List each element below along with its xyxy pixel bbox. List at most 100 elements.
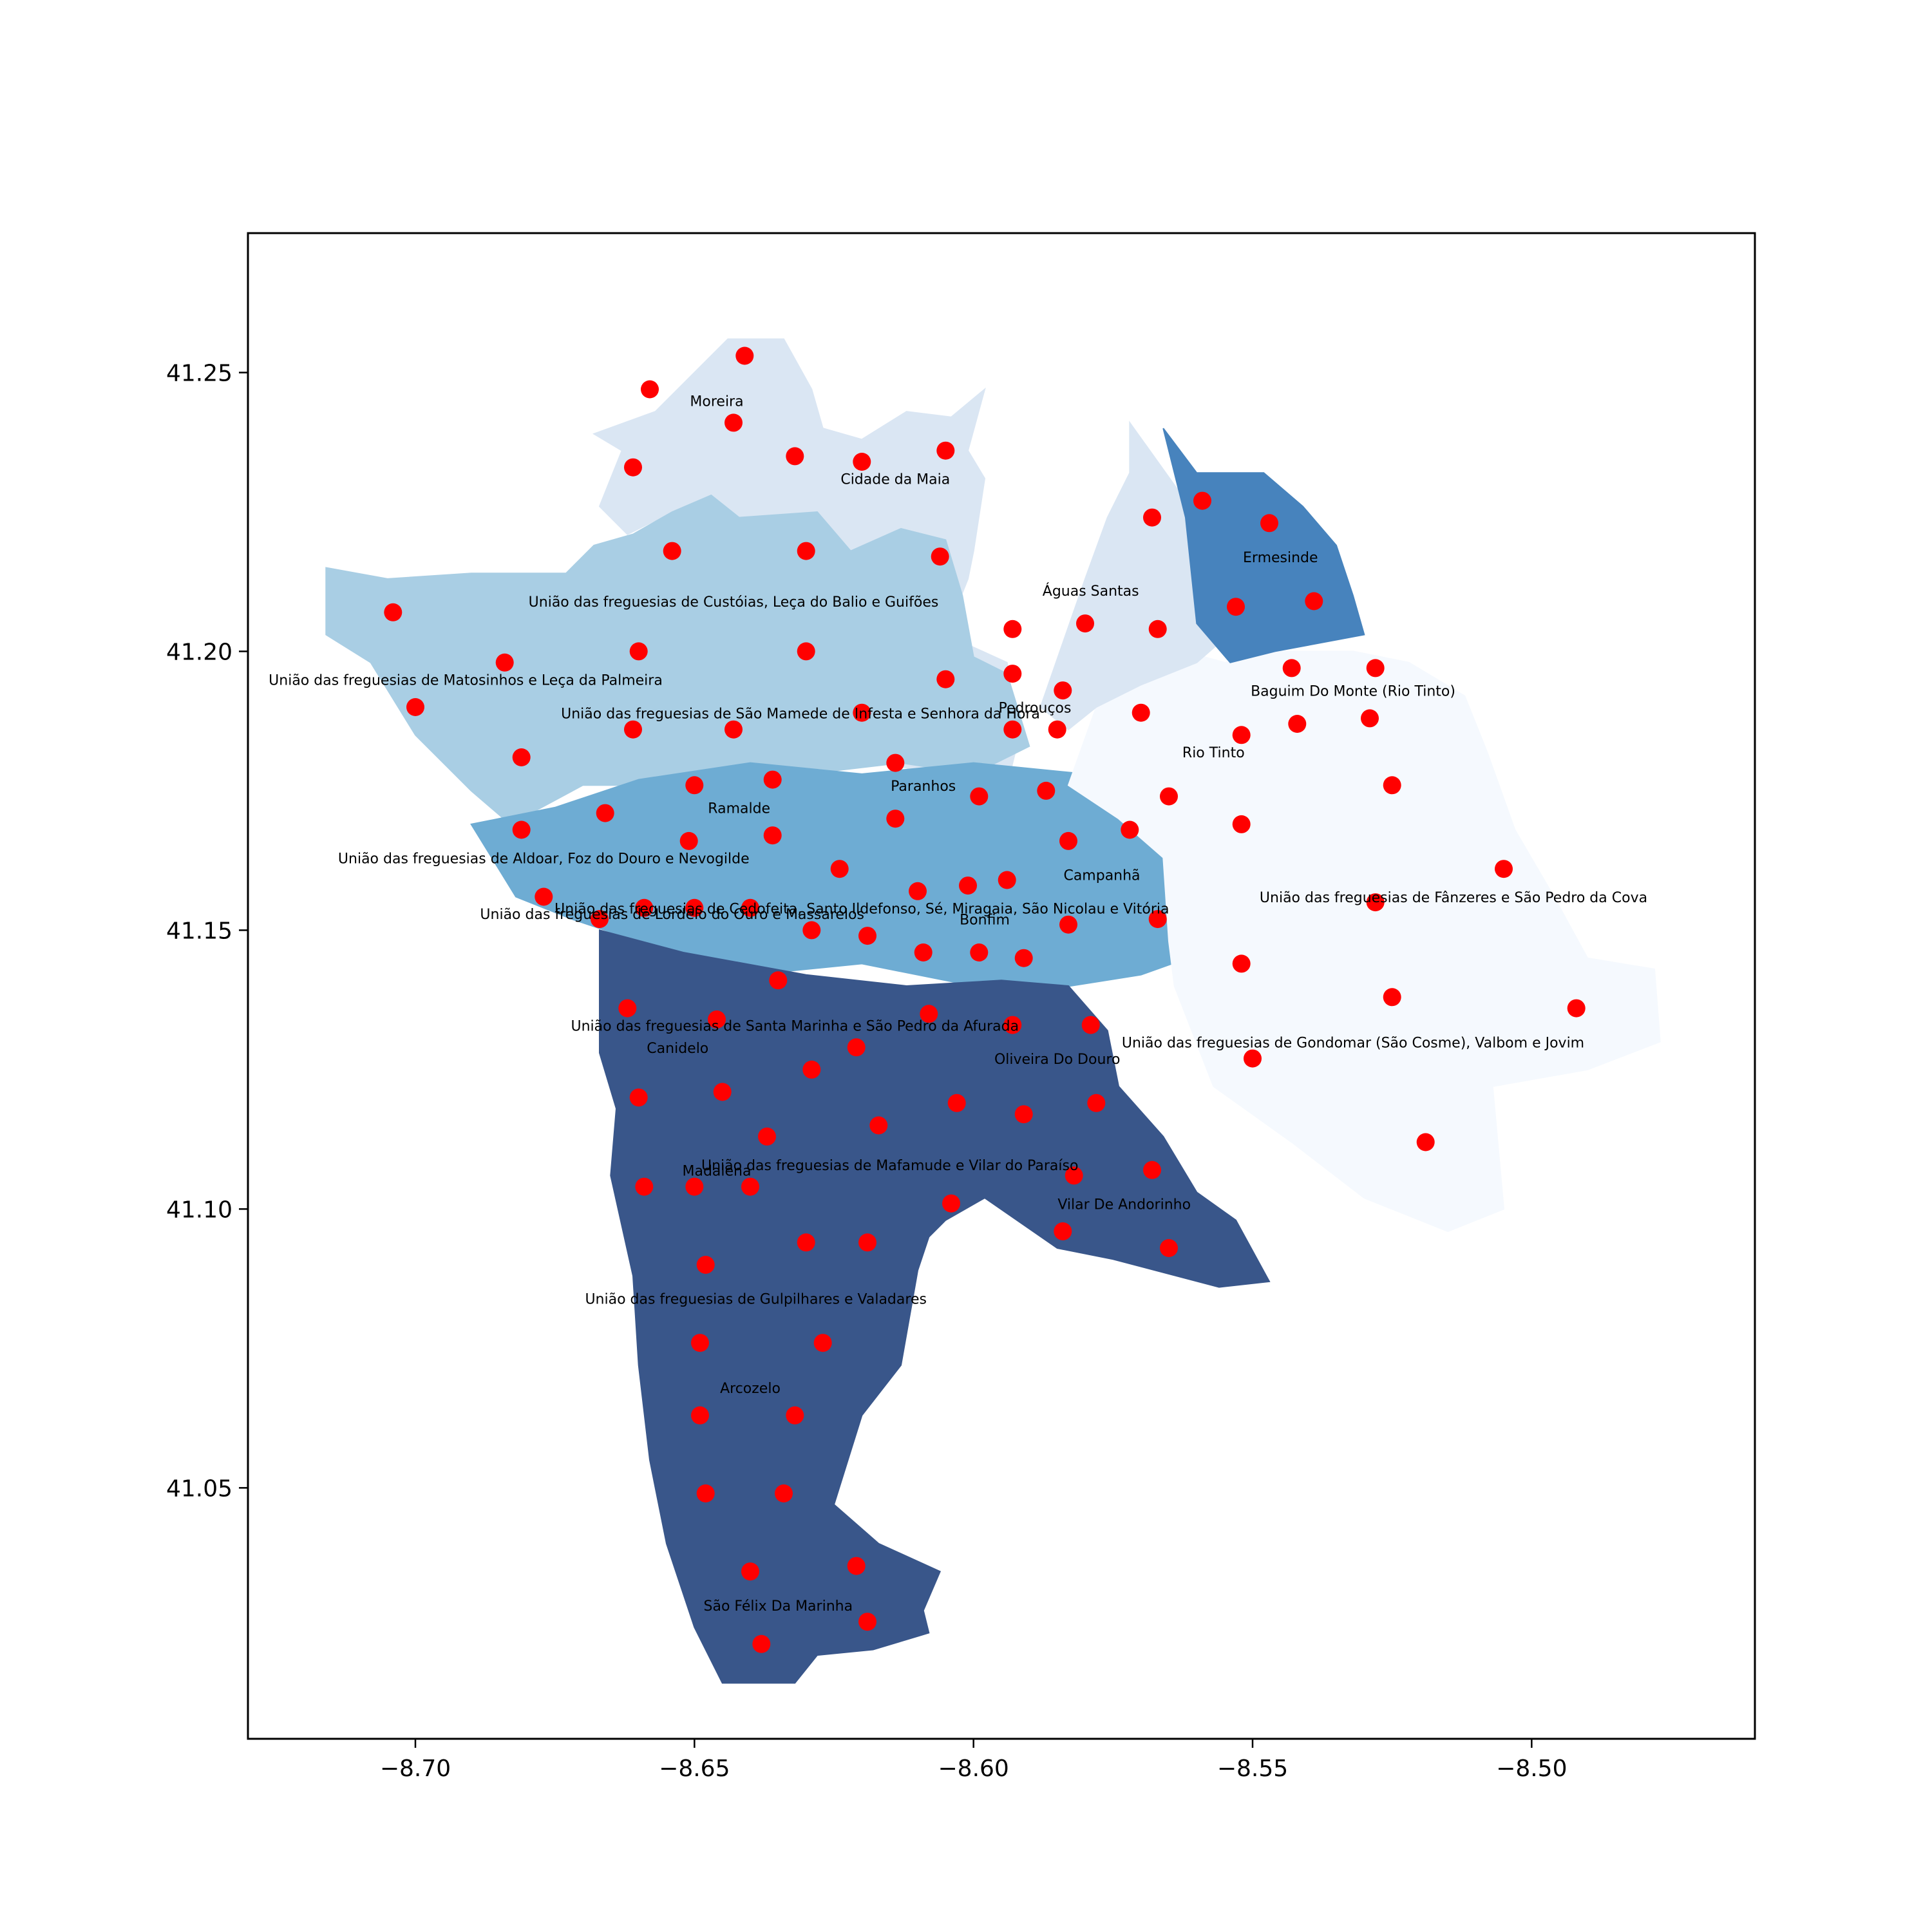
centroid-point	[936, 670, 955, 688]
place-label: União das freguesias de Mafamude e Vilar…	[701, 1158, 1078, 1174]
centroid-point	[679, 831, 698, 850]
centroid-point	[752, 1634, 771, 1653]
centroid-point	[942, 1194, 960, 1213]
place-label: Vilar De Andorinho	[1057, 1197, 1191, 1213]
centroid-point	[635, 1177, 654, 1196]
centroid-point	[624, 458, 642, 477]
centroid-point	[970, 943, 989, 961]
place-label: Arcozelo	[720, 1381, 781, 1397]
centroid-point	[1143, 1160, 1161, 1179]
centroid-point	[959, 876, 977, 895]
centroid-point	[1383, 988, 1401, 1007]
x-tick-label: −8.55	[1217, 1756, 1288, 1782]
centroid-point	[1366, 659, 1385, 677]
centroid-point	[735, 346, 754, 365]
centroid-point	[1193, 491, 1211, 510]
centroid-point	[696, 1256, 715, 1274]
centroid-point	[775, 1484, 793, 1502]
centroid-point	[847, 1038, 866, 1057]
centroid-point	[406, 698, 424, 716]
axes-frame	[247, 232, 1756, 1740]
centroid-point	[596, 804, 614, 822]
centroid-point	[1305, 592, 1323, 611]
centroid-point	[1383, 776, 1401, 795]
region-gaia	[599, 929, 1271, 1684]
centroid-point	[869, 1116, 888, 1135]
centroid-point	[1260, 514, 1278, 533]
centroid-point	[813, 1334, 832, 1352]
centroid-point	[853, 453, 871, 471]
place-label: Pedrouços	[999, 701, 1072, 717]
centroid-point	[1148, 910, 1167, 929]
centroid-point	[741, 1562, 759, 1581]
place-label: Cidade da Maia	[840, 472, 950, 488]
centroid-point	[970, 787, 989, 806]
centroid-point	[1232, 815, 1251, 833]
centroid-point	[1003, 665, 1022, 683]
centroid-point	[763, 826, 782, 845]
centroid-point	[741, 898, 759, 917]
centroid-point	[1059, 915, 1077, 934]
place-label: União das freguesias de Fânzeres e São P…	[1260, 890, 1647, 906]
centroid-point	[1048, 720, 1066, 739]
centroid-point	[931, 547, 949, 566]
centroid-point	[936, 441, 955, 460]
centroid-point	[1361, 709, 1379, 728]
centroid-point	[802, 1060, 821, 1079]
region-matosinhos	[325, 494, 1030, 826]
centroid-point	[1160, 1239, 1178, 1257]
centroid-point	[886, 753, 905, 772]
centroid-point	[1495, 860, 1513, 878]
x-tick-label: −8.60	[938, 1756, 1009, 1782]
place-label: Bonfim	[960, 913, 1010, 929]
centroid-point	[1003, 1016, 1022, 1034]
centroid-point	[1054, 1222, 1072, 1240]
centroid-point	[708, 1010, 726, 1028]
place-label: União das freguesias de Santa Marinha e …	[571, 1018, 1019, 1034]
centroid-point	[909, 882, 927, 900]
centroid-point	[1014, 949, 1033, 967]
centroid-point	[663, 542, 681, 560]
centroid-point	[691, 1406, 709, 1425]
y-tick-label: 41.05	[166, 1475, 232, 1502]
y-tick-label: 41.20	[166, 639, 232, 665]
place-label: Paranhos	[891, 779, 956, 795]
centroid-point	[512, 820, 531, 839]
centroid-point	[713, 1083, 732, 1101]
centroid-point	[853, 703, 871, 722]
centroid-point	[629, 642, 648, 661]
regions-layer	[325, 338, 1661, 1684]
centroid-point	[1143, 508, 1161, 527]
place-label: Moreira	[690, 393, 743, 410]
centroid-point	[1232, 954, 1251, 973]
y-axis: 41.25 41.20 41.15 41.10 41.05	[166, 360, 248, 1502]
centroid-point	[947, 1094, 966, 1112]
centroid-point	[786, 447, 804, 466]
centroid-point	[830, 860, 849, 878]
centroid-point	[1121, 820, 1139, 839]
y-tick-label: 41.15	[166, 918, 232, 944]
centroid-point	[641, 380, 659, 399]
centroid-point	[998, 871, 1016, 889]
centroid-point	[685, 776, 704, 795]
centroid-point	[1232, 726, 1251, 744]
place-label: União das freguesias de Gondomar (São Co…	[1122, 1035, 1584, 1051]
centroid-point	[797, 1233, 815, 1252]
place-label: Oliveira Do Douro	[994, 1052, 1121, 1068]
centroid-point	[685, 898, 704, 917]
centroid-point	[618, 999, 637, 1018]
place-labels-layer: Moreira Cidade da Maia Ermesinde Águas Sant…	[269, 393, 1647, 1614]
place-label: União das freguesias de Matosinhos e Leç…	[269, 672, 663, 688]
centroid-point	[724, 720, 743, 739]
centroid-point	[769, 971, 788, 990]
centroid-point	[1014, 1105, 1033, 1124]
x-tick-label: −8.50	[1496, 1756, 1567, 1782]
centroid-point	[858, 1233, 876, 1252]
x-axis: −8.70 −8.65 −8.60 −8.55 −8.50	[380, 1739, 1567, 1782]
place-label: Baguim Do Monte (Rio Tinto)	[1251, 684, 1455, 700]
centroid-point	[1132, 703, 1150, 722]
centroid-point	[1076, 614, 1094, 633]
place-label: União das freguesias de Aldoar, Foz do D…	[338, 851, 750, 867]
x-tick-label: −8.70	[380, 1756, 451, 1782]
